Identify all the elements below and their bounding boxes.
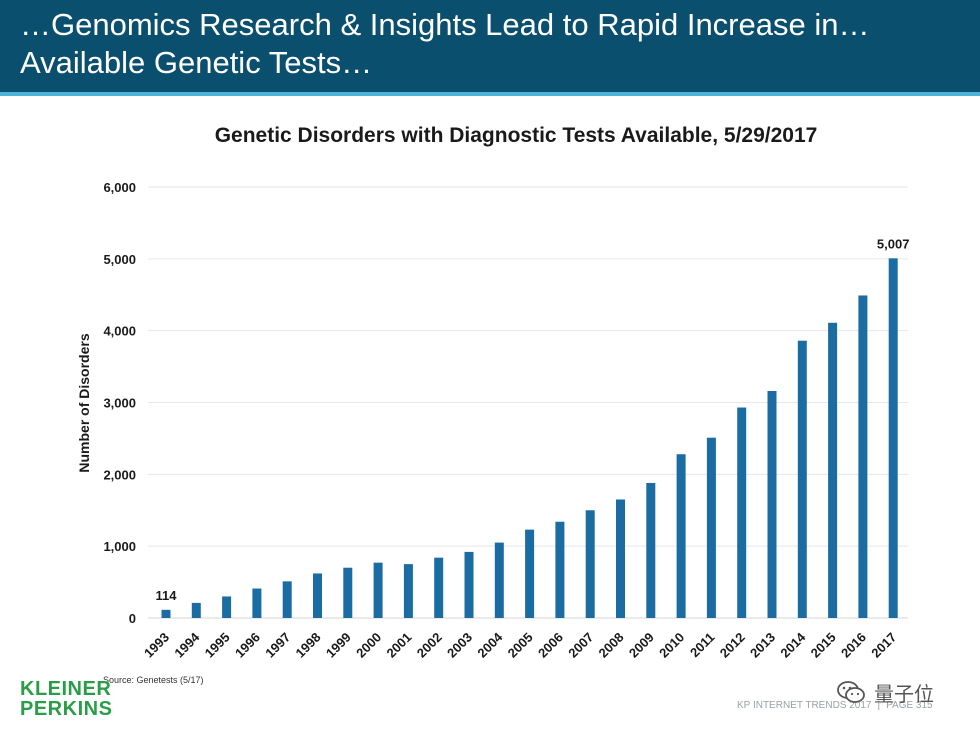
data-labels: 114 5,007 (156, 236, 910, 602)
page-title-line2: Available Genetic Tests… (20, 45, 373, 80)
y-axis-ticks: 0 1,000 2,000 3,000 4,000 5,000 6,000 (103, 180, 136, 626)
x-tick-label: 2002 (414, 630, 445, 661)
bar-2005 (525, 529, 535, 618)
y-tick-label: 6,000 (103, 180, 136, 195)
x-tick-label: 1999 (323, 630, 354, 661)
x-axis-ticks: 1993 1994 1995 1996 1997 1998 1999 2000 2001 2002… (141, 629, 899, 661)
wechat-icon (837, 681, 865, 703)
data-label: 114 (156, 588, 178, 603)
title-banner (0, 0, 980, 92)
x-tick-label: 2008 (596, 630, 627, 661)
bar-1993 (161, 609, 171, 618)
bar-1998 (313, 573, 322, 618)
chart-title: Genetic Disorders with Diagnostic Tests … (214, 124, 818, 147)
bar-2015 (828, 322, 838, 618)
bar-2008 (616, 499, 625, 618)
x-tick-label: 2009 (626, 630, 657, 661)
title-banner-accent (0, 92, 980, 96)
bar-2003 (464, 551, 474, 618)
x-tick-label: 2013 (747, 630, 778, 661)
bar-2010 (676, 454, 686, 618)
bar-2009 (646, 482, 656, 618)
x-tick-label: 1995 (202, 630, 233, 661)
y-tick-label: 2,000 (103, 467, 136, 482)
footer-report: KP INTERNET TRENDS 2017 (737, 700, 872, 711)
logo-line1: KLEINER (20, 678, 112, 700)
x-tick-label: 1993 (141, 630, 172, 661)
watermark: 量子位 (836, 674, 964, 710)
bar-2012 (737, 407, 747, 618)
x-tick-label: 2017 (868, 630, 899, 661)
y-tick-label: 4,000 (103, 324, 136, 339)
x-tick-label: 2000 (353, 630, 384, 661)
y-tick-label: 1,000 (103, 539, 136, 554)
bar-2007 (585, 510, 595, 618)
logo-line2: PERKINS (20, 698, 113, 720)
y-tick-label: 0 (129, 611, 136, 626)
x-tick-label: 2011 (687, 630, 718, 661)
bar-2013 (767, 391, 777, 618)
watermark-text: 量子位 (874, 681, 934, 706)
x-tick-label: 2003 (444, 630, 475, 661)
footer-separator: | (877, 700, 881, 711)
x-tick-label: 1997 (262, 630, 293, 661)
y-axis-label: Number of Disorders (76, 333, 92, 472)
x-tick-label: 2004 (474, 629, 506, 661)
bar-1995 (222, 596, 232, 618)
y-tick-label: 3,000 (103, 396, 136, 411)
x-tick-label: 1998 (293, 630, 324, 661)
x-tick-label: 2006 (535, 630, 566, 661)
bar-2002 (434, 557, 444, 618)
bar-2014 (797, 340, 807, 618)
x-tick-label: 2001 (383, 630, 414, 661)
bar-1994 (191, 602, 201, 618)
page-title-line1: …Genomics Research & Insights Lead to Ra… (20, 7, 870, 42)
bar-2011 (706, 437, 716, 618)
x-tick-label: 2010 (656, 630, 687, 661)
data-label: 5,007 (877, 236, 910, 251)
bar-1997 (282, 581, 292, 618)
source-note: Source: Genetests (5/17) (103, 675, 204, 685)
page-footer: KP INTERNET TRENDS 2017 | PAGE 315 (737, 700, 933, 711)
bar-1996 (252, 588, 262, 618)
bar-2017 (888, 258, 898, 618)
bar-1999 (343, 567, 353, 618)
x-tick-label: 2005 (505, 630, 536, 661)
y-tick-label: 5,000 (103, 252, 136, 267)
x-tick-label: 2016 (838, 630, 869, 661)
x-tick-label: 2007 (565, 630, 596, 661)
footer-page: PAGE 315 (886, 700, 933, 711)
bar-2006 (555, 521, 565, 618)
x-tick-label: 2014 (777, 629, 809, 661)
bar-2000 (373, 562, 383, 618)
x-tick-label: 1996 (232, 630, 263, 661)
bar-2016 (858, 295, 868, 618)
page-title: …Genomics Research & Insights Lead to Ra… (20, 6, 960, 82)
chart-bars (161, 258, 898, 618)
x-tick-label: 1994 (171, 629, 203, 661)
bar-2004 (494, 542, 504, 618)
bar-2001 (403, 564, 413, 618)
x-tick-label: 2012 (717, 630, 748, 661)
kleiner-perkins-logo: KLEINER PERKINS (20, 679, 112, 719)
x-tick-label: 2015 (808, 630, 839, 661)
